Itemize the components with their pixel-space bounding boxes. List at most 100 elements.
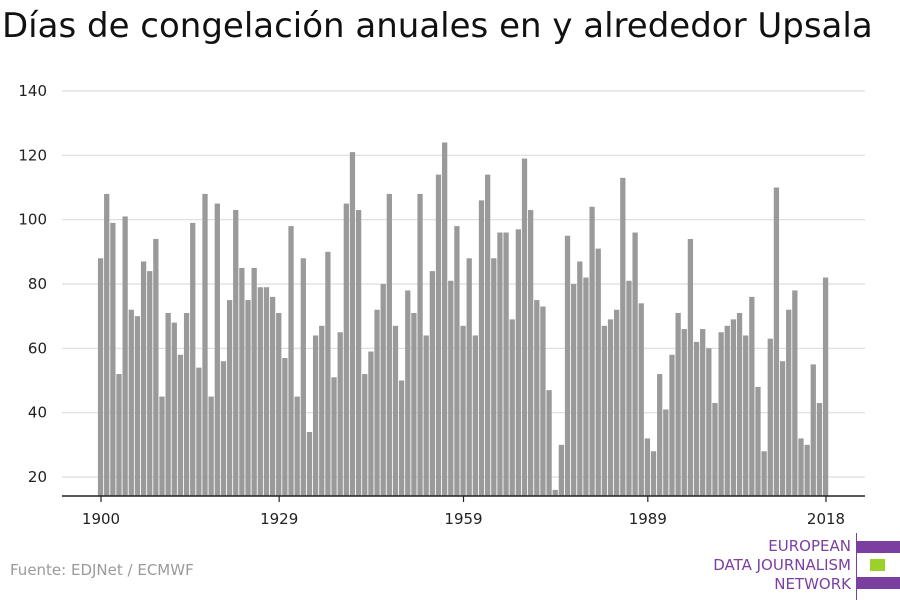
bar-1907 — [140, 261, 147, 496]
bar-1986 — [626, 280, 632, 496]
bars — [97, 142, 829, 497]
bar-2007 — [755, 386, 761, 496]
bar-2017 — [816, 403, 823, 496]
bar-1979 — [583, 277, 589, 496]
bar-1975 — [558, 444, 565, 496]
bar-1952 — [417, 193, 423, 496]
logo-line-2: DATA JOURNALISM — [713, 556, 851, 574]
bar-2018 — [822, 277, 829, 496]
bar-1946 — [380, 284, 386, 496]
bar-1903 — [116, 374, 122, 496]
bar-2014 — [798, 438, 804, 496]
bar-1951 — [411, 312, 417, 496]
bar-1911 — [165, 312, 171, 496]
bar-1957 — [448, 280, 454, 496]
bar-1958 — [454, 226, 460, 496]
bar-1955 — [435, 174, 442, 496]
y-tick-label: 80 — [28, 275, 47, 293]
bar-1930 — [282, 357, 288, 496]
bar-1976 — [564, 235, 571, 496]
bar-1977 — [571, 284, 577, 496]
bar-1947 — [386, 193, 392, 496]
bar-1927 — [263, 287, 270, 496]
bar-1991 — [657, 374, 663, 496]
chart-title: Días de congelación anuales en y alreded… — [2, 6, 873, 46]
bar-1961 — [472, 335, 478, 496]
bar-2006 — [749, 296, 755, 496]
bar-1969 — [521, 158, 528, 497]
bar-2000 — [712, 403, 718, 496]
bar-2009 — [767, 338, 773, 496]
bar-2012 — [786, 309, 792, 496]
bar-1941 — [349, 152, 356, 496]
bar-1912 — [171, 322, 177, 496]
bar-1932 — [294, 396, 300, 496]
bar-1966 — [503, 232, 509, 496]
bar-1996 — [687, 238, 694, 496]
logo-bar-purple-1 — [857, 541, 900, 553]
bar-2011 — [779, 361, 786, 496]
bar-2016 — [810, 364, 816, 496]
bar-1954 — [429, 271, 435, 496]
bar-1982 — [601, 325, 608, 496]
bar-1900 — [97, 258, 104, 496]
bar-1965 — [497, 232, 503, 496]
bar-1905 — [128, 309, 134, 496]
bar-1940 — [343, 203, 349, 496]
bar-1923 — [239, 267, 245, 496]
bar-1990 — [650, 451, 657, 496]
bar-1974 — [552, 489, 558, 496]
bar-1931 — [288, 226, 294, 496]
bar-1998 — [700, 329, 706, 496]
bar-1964 — [491, 258, 497, 496]
bar-1949 — [398, 380, 405, 496]
bar-1972 — [540, 306, 546, 496]
bar-1918 — [208, 396, 214, 496]
bar-1925 — [251, 267, 257, 496]
bar-1944 — [368, 351, 374, 496]
bar-1971 — [534, 300, 540, 496]
bar-2003 — [730, 319, 737, 496]
bar-1909 — [153, 238, 159, 496]
bar-1919 — [214, 203, 220, 496]
bar-1970 — [528, 210, 534, 496]
bar-2001 — [718, 332, 724, 496]
bar-1935 — [312, 335, 319, 496]
bar-1904 — [122, 216, 128, 496]
logo-line-3: NETWORK — [774, 575, 851, 593]
bar-1902 — [110, 222, 116, 496]
y-tick-label: 40 — [28, 404, 47, 422]
x-axis-ticks: 1900 1929 1959 1989 2018 — [82, 496, 845, 528]
bar-1915 — [190, 222, 196, 496]
bar-2005 — [743, 335, 749, 496]
bar-1995 — [681, 329, 687, 496]
y-axis-ticks: 20 40 60 80 100 120 140 — [18, 82, 47, 486]
x-tick-label: 1989 — [629, 510, 667, 528]
bar-1924 — [245, 300, 251, 496]
bar-1910 — [159, 396, 165, 496]
bar-1985 — [620, 177, 626, 496]
bar-1962 — [478, 200, 485, 496]
bar-1948 — [392, 325, 399, 496]
bar-1973 — [546, 390, 552, 496]
logo-bar-purple-2 — [857, 577, 900, 589]
bar-1937 — [325, 251, 331, 496]
y-tick-label: 100 — [18, 211, 47, 229]
bar-1963 — [485, 174, 491, 496]
x-tick-label: 2018 — [807, 510, 845, 528]
bar-1999 — [706, 348, 712, 496]
bar-1921 — [226, 300, 233, 496]
bar-1992 — [663, 409, 669, 496]
logo-bar-green — [870, 559, 885, 571]
bar-1929 — [276, 312, 282, 496]
y-tick-label: 60 — [28, 339, 47, 357]
bar-1983 — [607, 319, 614, 496]
y-tick-label: 20 — [28, 468, 47, 486]
bar-1942 — [355, 210, 362, 496]
bar-1936 — [319, 325, 325, 496]
bar-1988 — [638, 303, 644, 496]
bar-2004 — [736, 312, 743, 496]
bar-1901 — [104, 193, 110, 496]
bar-1928 — [269, 296, 276, 496]
